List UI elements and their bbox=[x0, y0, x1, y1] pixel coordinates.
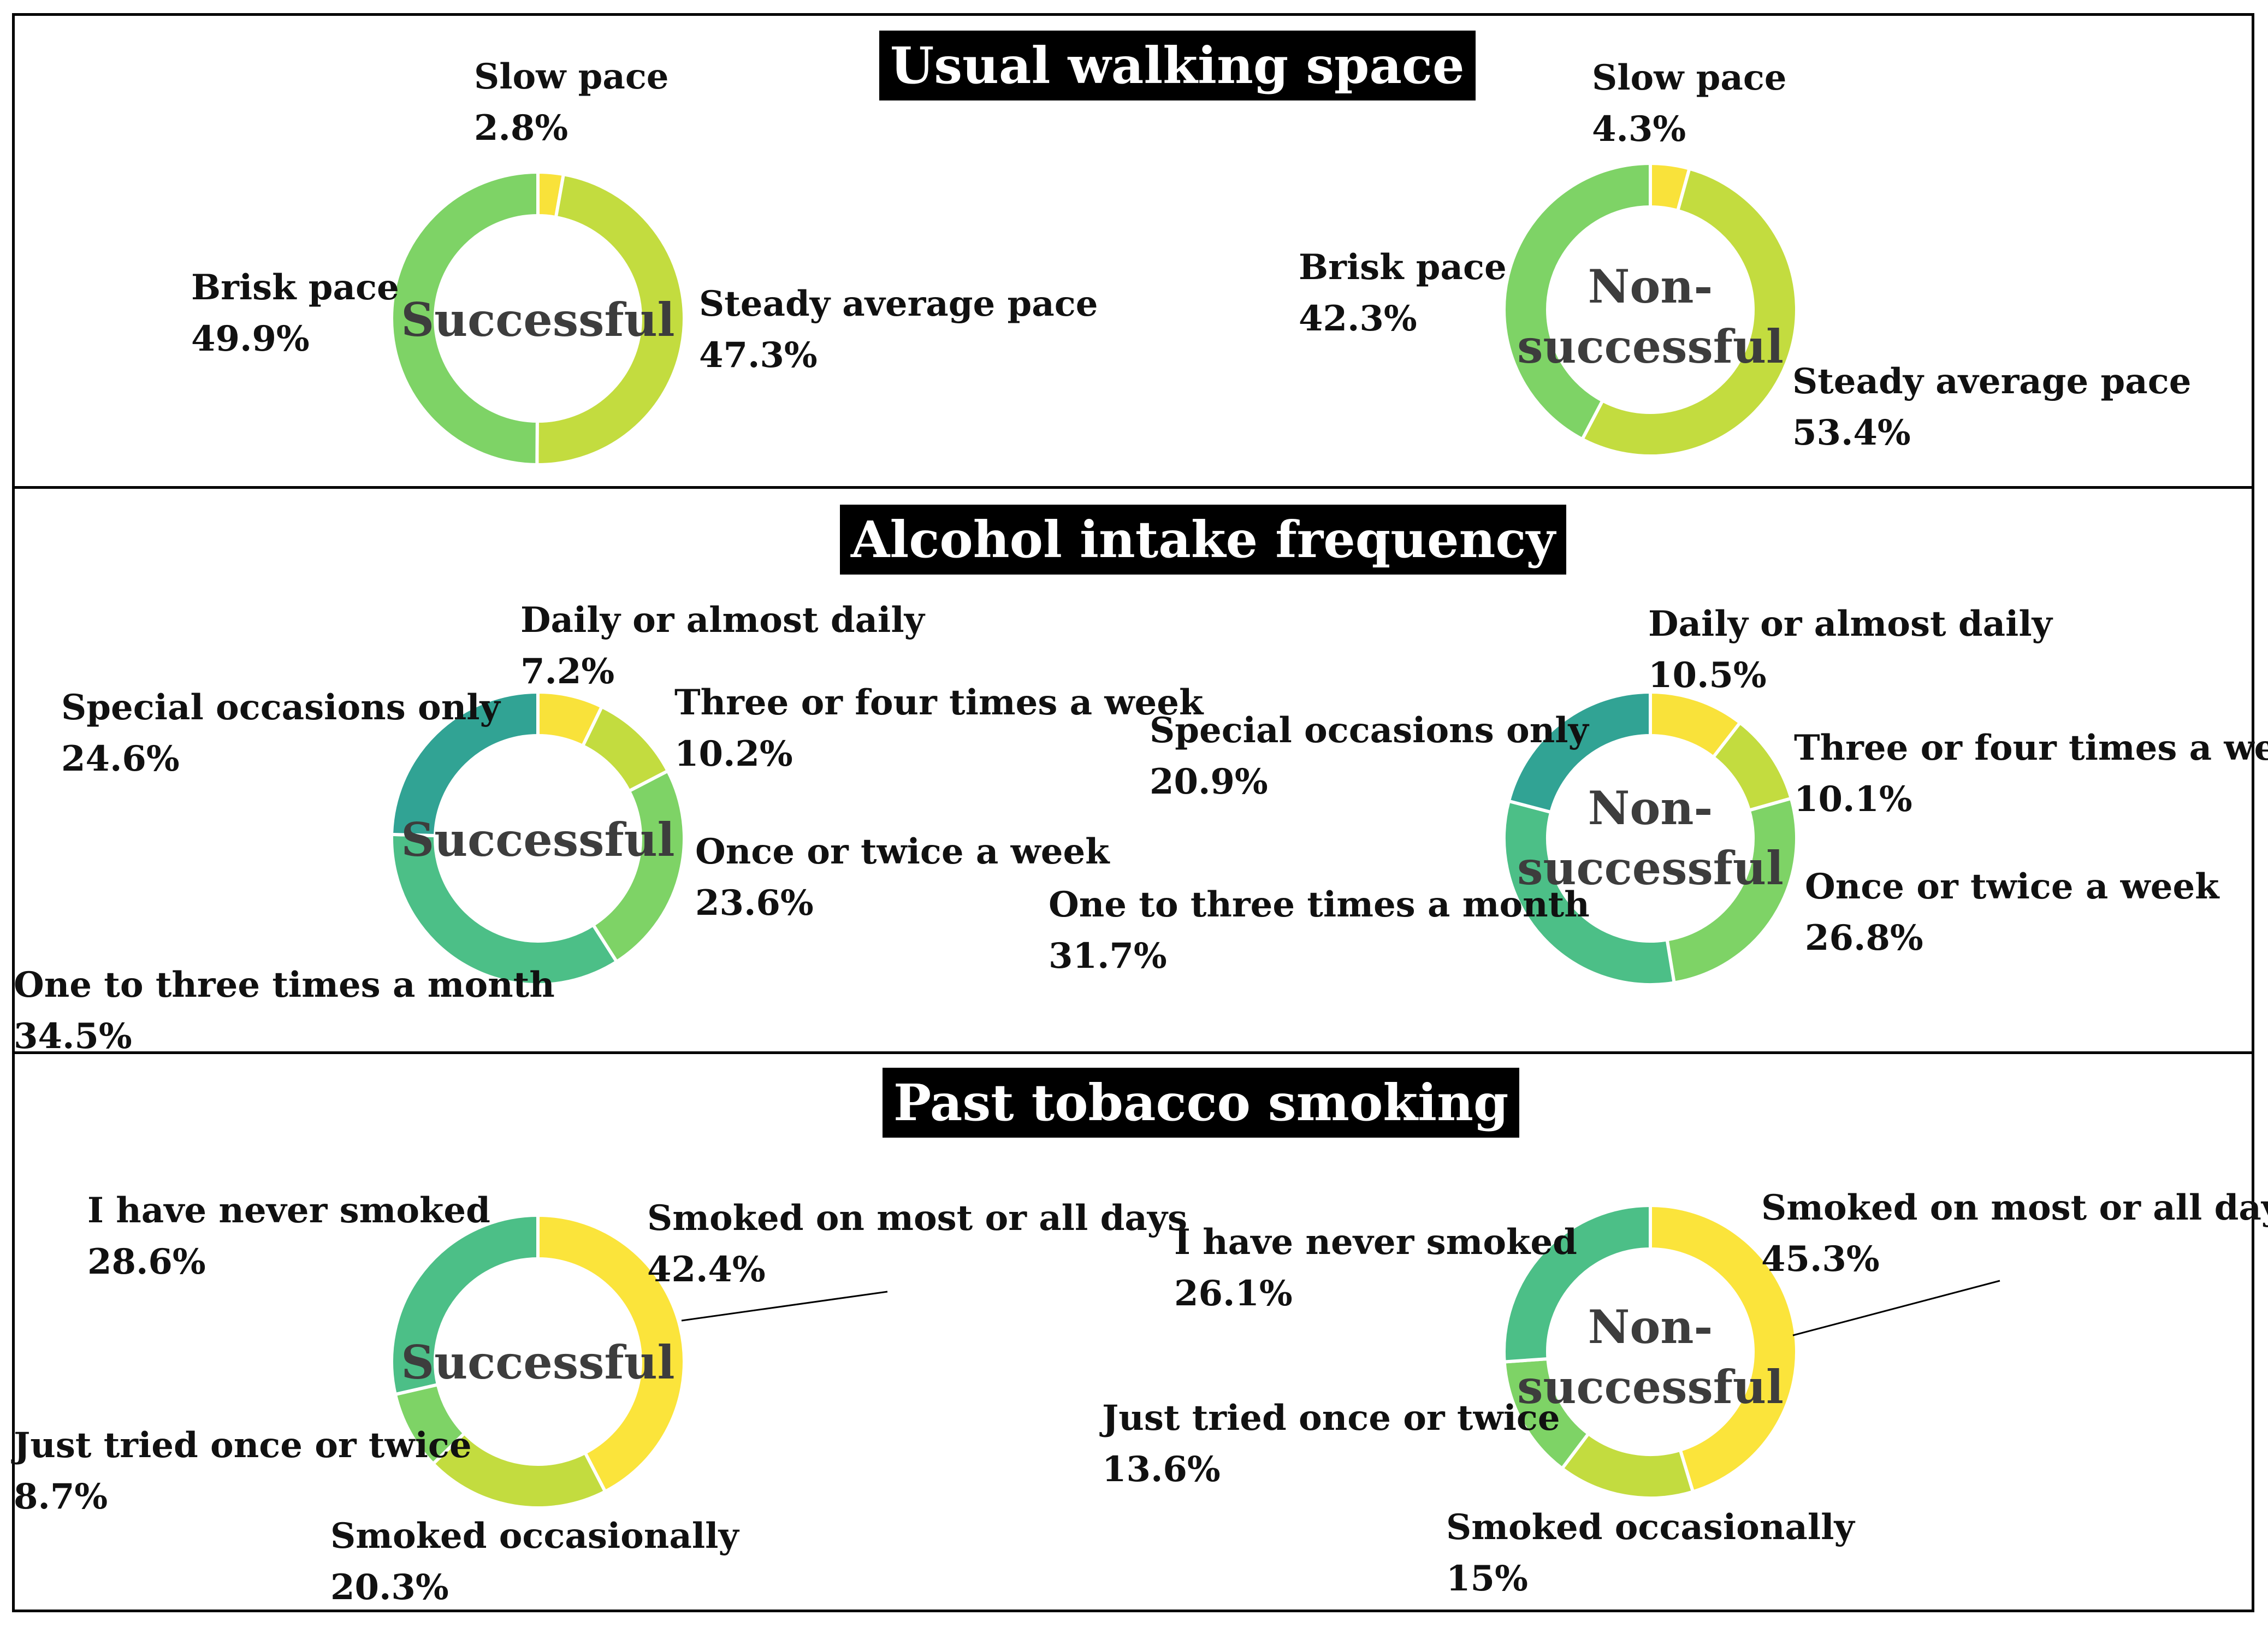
panel-divider bbox=[12, 486, 2254, 489]
center-label-smoking-successful: Successful bbox=[401, 1335, 675, 1389]
slice-label: Smoked on most or all days 42.4% bbox=[647, 1198, 1187, 1290]
center-label-walking-nonsuccessful: Non- successful bbox=[1497, 257, 1803, 377]
donut-slice bbox=[1507, 690, 1652, 814]
center-label-line: successful bbox=[1517, 1360, 1784, 1414]
slice-label: Special occasions only 24.6% bbox=[61, 687, 500, 779]
donut-slice bbox=[390, 1213, 540, 1397]
leader-line bbox=[1792, 1280, 2000, 1336]
figure-frame bbox=[12, 13, 2254, 1612]
donut-slice bbox=[536, 1213, 686, 1494]
panel-title-walking: Usual walking space bbox=[879, 31, 1476, 100]
slice-label: Once or twice a week 26.8% bbox=[1805, 866, 2219, 959]
center-label-line: Non- bbox=[1588, 1300, 1713, 1354]
slice-label: Smoked occasionally 20.3% bbox=[330, 1516, 739, 1608]
slice-label: Once or twice a week 23.6% bbox=[695, 831, 1110, 924]
slice-label: Daily or almost daily 7.2% bbox=[520, 600, 925, 692]
center-label-line: Non- bbox=[1588, 259, 1713, 313]
panel-title-smoking: Past tobacco smoking bbox=[883, 1068, 1520, 1138]
donut-slice bbox=[430, 1431, 608, 1510]
slice-label: Slow pace 4.3% bbox=[1592, 57, 1787, 150]
panel-divider bbox=[12, 1051, 2254, 1054]
donut-slice bbox=[1502, 161, 1652, 442]
slice-label: Smoked occasionally 15% bbox=[1446, 1507, 1855, 1599]
donut-slice bbox=[590, 768, 686, 965]
slice-label: Steady average pace 47.3% bbox=[699, 283, 1098, 376]
donut-slice bbox=[1665, 796, 1798, 985]
donut-slice bbox=[389, 170, 540, 467]
slice-label: One to three times a month 34.5% bbox=[14, 965, 555, 1057]
slice-label: Brisk pace 42.3% bbox=[1299, 247, 1507, 339]
center-label-walking-successful: Successful bbox=[401, 293, 675, 347]
slice-label: I have never smoked 28.6% bbox=[87, 1190, 490, 1282]
donut-slice bbox=[390, 832, 619, 986]
slice-label: Daily or almost daily 10.5% bbox=[1648, 604, 2052, 696]
slice-label: Smoked on most or all days 45.3% bbox=[1761, 1187, 2268, 1280]
slice-label: Just tried once or twice 13.6% bbox=[1102, 1398, 1560, 1490]
center-label-alcohol-successful: Successful bbox=[401, 813, 675, 867]
center-label-smoking-nonsuccessful: Non- successful bbox=[1497, 1297, 1803, 1417]
slice-label: Slow pace 2.8% bbox=[474, 56, 669, 149]
center-label-alcohol-nonsuccessful: Non- successful bbox=[1497, 778, 1803, 898]
panel-title-alcohol: Alcohol intake frequency bbox=[840, 505, 1566, 575]
donut-slice bbox=[1502, 799, 1677, 986]
slice-label: One to three times a month 31.7% bbox=[1049, 884, 1590, 977]
center-label-line: Non- bbox=[1588, 781, 1713, 835]
slice-label: Just tried once or twice 8.7% bbox=[14, 1425, 472, 1517]
donut-slice bbox=[535, 172, 686, 466]
slice-label: Brisk pace 49.9% bbox=[191, 267, 399, 359]
center-label-line: successful bbox=[1517, 320, 1784, 374]
slice-label: Special occasions only 20.9% bbox=[1150, 710, 1589, 802]
center-label-line: successful bbox=[1517, 841, 1784, 895]
donut-slice bbox=[390, 690, 540, 838]
leader-line bbox=[681, 1291, 888, 1322]
donut-slice bbox=[1649, 1203, 1799, 1494]
slice-label: Steady average pace 53.4% bbox=[1792, 361, 2192, 453]
slice-label: I have never smoked 26.1% bbox=[1174, 1222, 1577, 1314]
donut-slice bbox=[1580, 167, 1798, 458]
donut-slice bbox=[1502, 1203, 1652, 1364]
slice-label: Three or four times a week 10.2% bbox=[674, 682, 1204, 774]
